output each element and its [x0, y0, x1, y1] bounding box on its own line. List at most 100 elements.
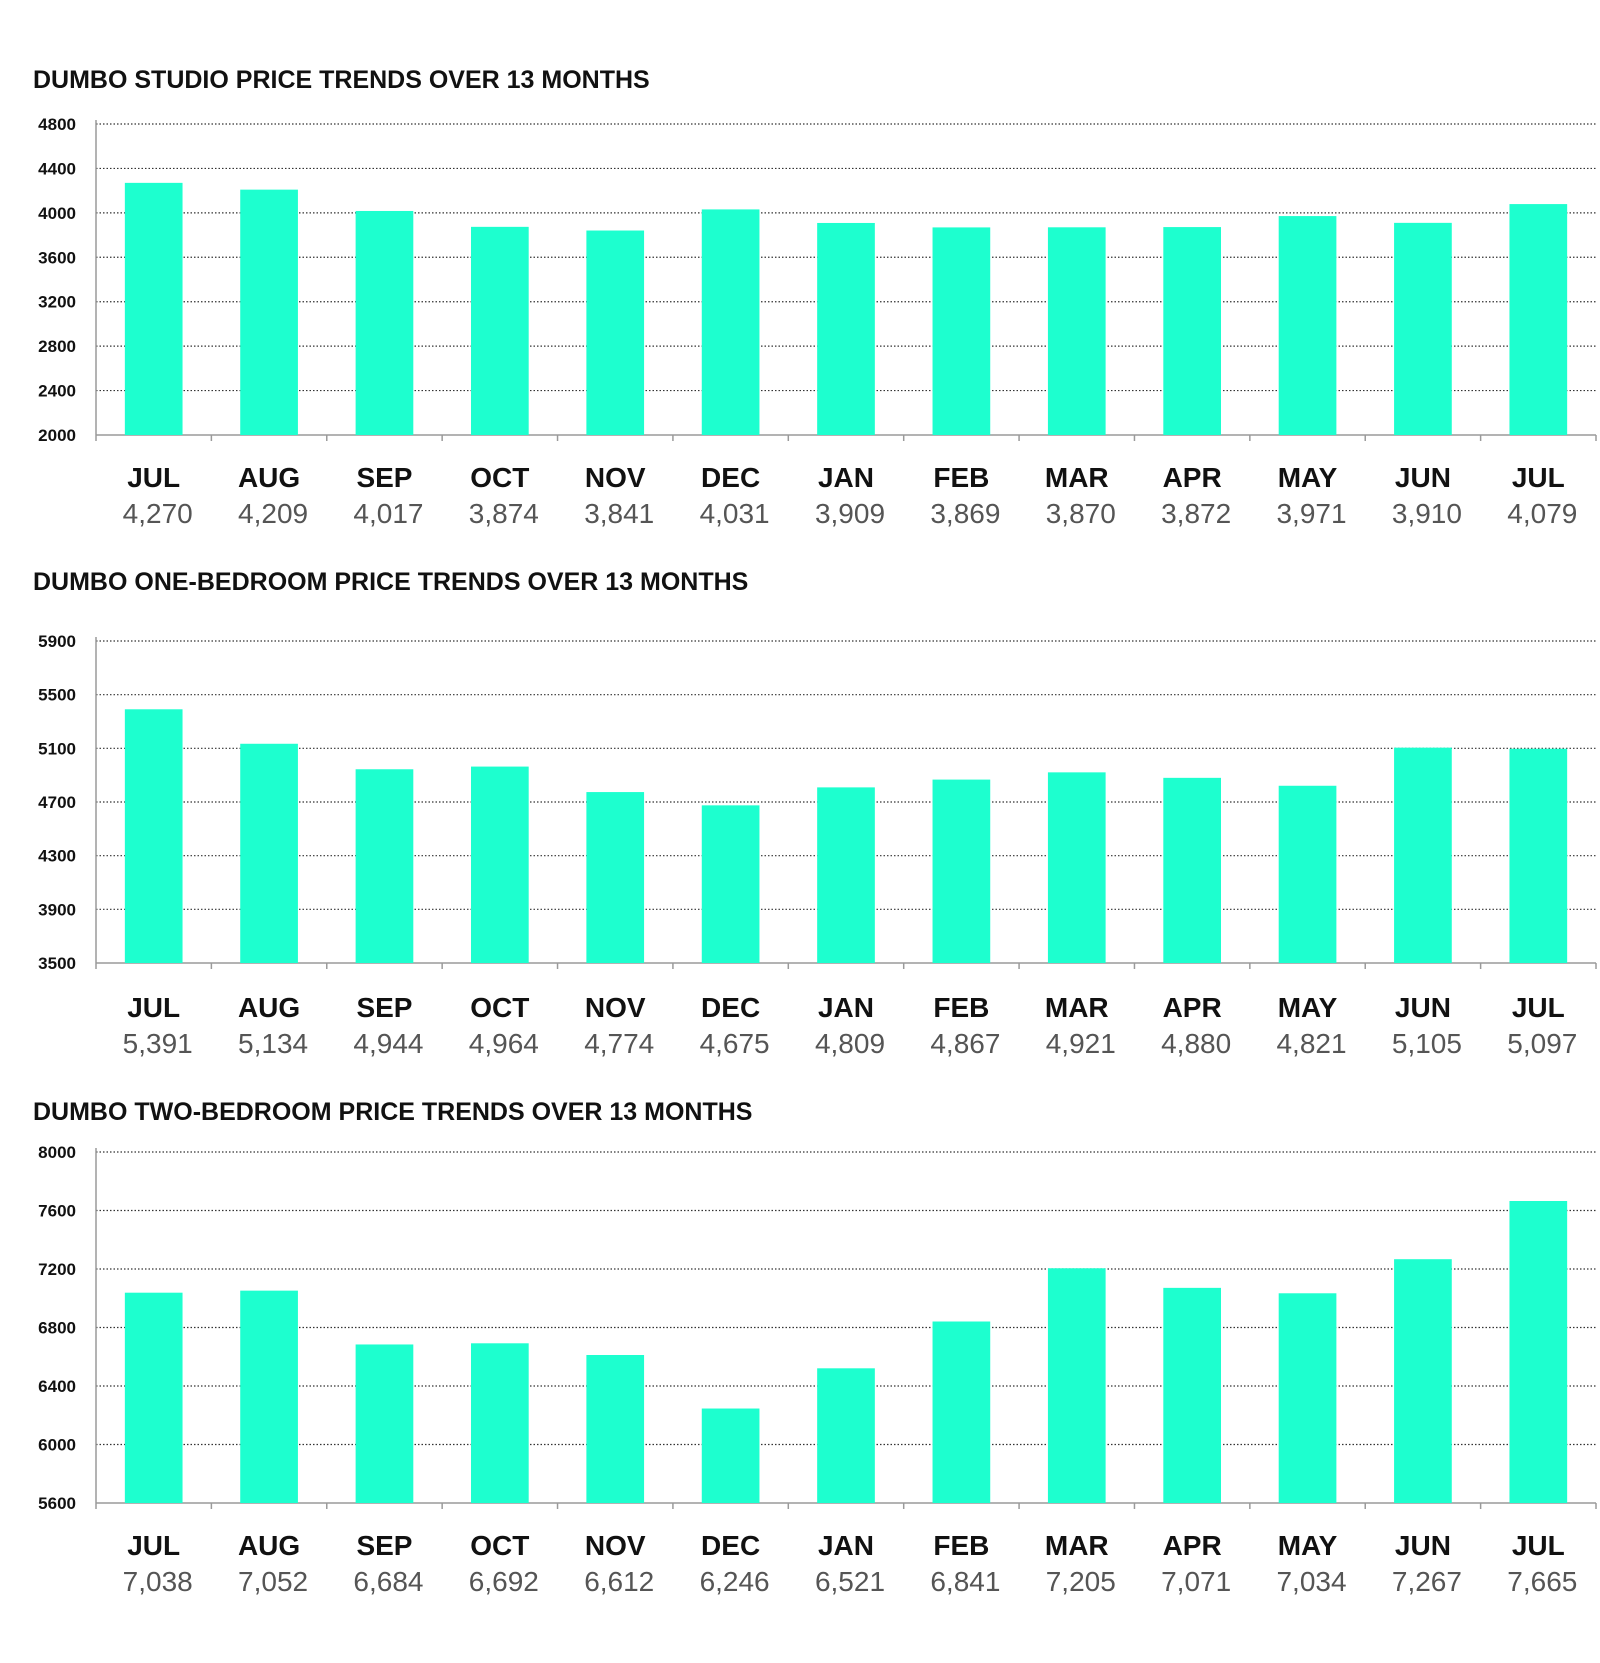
bar [1509, 1200, 1568, 1503]
y-tick-label: 7200 [38, 1260, 76, 1279]
x-category-label: JUN [1395, 462, 1451, 493]
bar [1047, 772, 1106, 963]
data-label: 7,034 [1276, 1566, 1346, 1597]
bar [240, 189, 298, 435]
x-category-label: NOV [585, 1530, 646, 1561]
bar [586, 230, 645, 435]
x-category-label: MAY [1278, 462, 1338, 493]
data-label: 6,612 [584, 1566, 654, 1597]
y-tick-label: 3600 [38, 248, 76, 267]
bar [701, 1408, 760, 1503]
bar [586, 1354, 645, 1503]
chart-title: DUMBO ONE-BEDROOM PRICE TRENDS OVER 13 M… [33, 568, 748, 596]
x-category-label: JUL [1512, 1530, 1565, 1561]
bar [471, 226, 529, 435]
bar [1394, 747, 1452, 963]
y-tick-label: 4700 [38, 793, 76, 812]
data-label: 7,205 [1046, 1566, 1116, 1597]
x-category-label: JAN [818, 1530, 874, 1561]
x-category-label: FEB [933, 462, 989, 493]
y-tick-label: 4800 [38, 115, 76, 134]
y-tick-label: 4400 [38, 159, 76, 178]
data-label: 4,964 [469, 1028, 539, 1059]
bar [1509, 748, 1568, 963]
data-label: 3,874 [469, 498, 539, 529]
data-label: 4,880 [1161, 1028, 1231, 1059]
y-tick-label: 8000 [38, 1143, 76, 1162]
bar [471, 1343, 529, 1503]
data-label: 4,031 [700, 498, 770, 529]
x-category-label: MAR [1045, 992, 1109, 1023]
bar [1278, 1293, 1337, 1503]
chart-title: DUMBO STUDIO PRICE TRENDS OVER 13 MONTHS [33, 66, 650, 94]
x-category-label: OCT [470, 992, 529, 1023]
y-tick-label: 3500 [38, 954, 76, 973]
x-category-label: MAR [1045, 1530, 1109, 1561]
bar [586, 792, 645, 963]
bar [1278, 785, 1337, 963]
y-tick-label: 2000 [38, 426, 76, 445]
x-category-label: JAN [818, 992, 874, 1023]
data-label: 4,079 [1507, 498, 1577, 529]
bar [471, 766, 529, 963]
data-label: 4,821 [1276, 1028, 1346, 1059]
x-category-label: AUG [238, 992, 300, 1023]
y-tick-label: 2800 [38, 337, 76, 356]
data-label: 6,841 [930, 1566, 1000, 1597]
x-category-label: NOV [585, 992, 646, 1023]
chart-1: DUMBO STUDIO PRICE TRENDS OVER 13 MONTHS… [33, 66, 1597, 529]
data-label: 7,071 [1161, 1566, 1231, 1597]
data-label: 4,921 [1046, 1028, 1116, 1059]
bar [124, 709, 183, 963]
x-category-label: APR [1163, 992, 1222, 1023]
x-category-label: AUG [238, 462, 300, 493]
bar [701, 805, 760, 963]
x-category-label: APR [1163, 1530, 1222, 1561]
x-category-label: FEB [933, 992, 989, 1023]
x-category-label: JAN [818, 462, 874, 493]
bar [1163, 1287, 1221, 1503]
data-label: 4,774 [584, 1028, 654, 1059]
y-tick-label: 4300 [38, 847, 76, 866]
chart-title: DUMBO TWO-BEDROOM PRICE TRENDS OVER 13 M… [33, 1098, 752, 1126]
data-label: 4,209 [238, 498, 308, 529]
bar [1163, 777, 1221, 963]
x-category-label: APR [1163, 462, 1222, 493]
bar [817, 1368, 875, 1503]
bar [1278, 216, 1337, 435]
x-category-label: JUL [1512, 462, 1565, 493]
bar [1047, 1268, 1106, 1503]
chart-3: DUMBO TWO-BEDROOM PRICE TRENDS OVER 13 M… [33, 1098, 1597, 1597]
x-category-label: MAY [1278, 1530, 1338, 1561]
x-category-label: DEC [701, 462, 760, 493]
bar [1509, 204, 1568, 435]
x-category-label: SEP [356, 992, 412, 1023]
data-label: 4,270 [123, 498, 193, 529]
data-label: 4,675 [700, 1028, 770, 1059]
data-label: 5,134 [238, 1028, 308, 1059]
x-category-label: JUN [1395, 1530, 1451, 1561]
y-tick-label: 6400 [38, 1377, 76, 1396]
data-label: 3,910 [1392, 498, 1462, 529]
bar [932, 227, 991, 435]
bar [932, 779, 991, 963]
data-label: 3,872 [1161, 498, 1231, 529]
bar [124, 182, 183, 435]
y-tick-label: 7600 [38, 1202, 76, 1221]
x-category-label: NOV [585, 462, 646, 493]
y-tick-label: 3900 [38, 900, 76, 919]
y-tick-label: 4000 [38, 204, 76, 223]
bar [1394, 222, 1452, 435]
x-category-label: SEP [356, 1530, 412, 1561]
x-category-label: SEP [356, 462, 412, 493]
bar [355, 210, 414, 435]
data-label: 7,038 [123, 1566, 193, 1597]
data-label: 4,944 [353, 1028, 423, 1059]
bar [240, 743, 298, 963]
data-label: 3,869 [930, 498, 1000, 529]
x-category-label: OCT [470, 1530, 529, 1561]
bar [1047, 227, 1106, 435]
y-tick-label: 3200 [38, 293, 76, 312]
bar [817, 222, 875, 435]
